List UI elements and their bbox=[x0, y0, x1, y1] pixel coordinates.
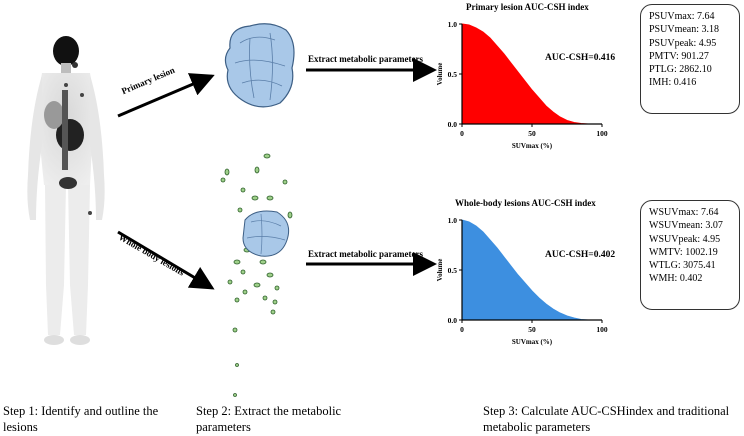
param-psuvmax: PSUVmax: 7.64 bbox=[649, 11, 715, 22]
param-wtlg: WTLG: 3075.41 bbox=[649, 260, 716, 272]
param-psuvpeak: PSUVpeak: 4.95 bbox=[649, 37, 717, 49]
param-psuvmean: PSUVmean: 3.18 bbox=[649, 24, 719, 36]
param-wmh: WMH: 0.402 bbox=[649, 273, 703, 285]
top-x-tick-label: 0 bbox=[460, 129, 464, 138]
primary-lesion-3d-image bbox=[224, 23, 295, 108]
top-chart-title: Primary lesion AUC-CSH index bbox=[466, 2, 589, 12]
param-ptlg: PTLG: 2862.10 bbox=[649, 64, 712, 76]
bottom-y-axis-title: Volume bbox=[436, 259, 444, 282]
bottom-y-tick-label: 0.5 bbox=[448, 266, 458, 275]
top-y-tick-label: 0.0 bbox=[448, 120, 458, 129]
top-x-axis-title: SUVmax (%) bbox=[512, 142, 553, 150]
extract-top-label: Extract metabolic parameters bbox=[308, 54, 423, 64]
top-auc-value: AUC-CSH=0.416 bbox=[545, 53, 616, 63]
bottom-series-area bbox=[461, 219, 589, 321]
param-wsuvmax: WSUVmax: 7.64 bbox=[649, 207, 719, 218]
bottom-auc-value: AUC-CSH=0.402 bbox=[545, 250, 616, 260]
step1-caption: Step 1: Identify and outline the lesions bbox=[3, 404, 159, 434]
top-y-tick-label: 1.0 bbox=[448, 20, 458, 29]
top-y-axis-title: Volume bbox=[436, 63, 444, 86]
top-auc-chart: 0.0 0.5 1.0 0 50 100 SUVmax (%) Volume bbox=[436, 20, 608, 150]
param-wsuvmean: WSUVmean: 3.07 bbox=[649, 220, 723, 232]
whole-body-params-box: WSUVmax: 7.64 WSUVmean: 3.07 WSUVpeak: 4… bbox=[640, 200, 740, 310]
arrow-primary-lesion bbox=[117, 73, 215, 118]
top-x-tick-label: 100 bbox=[596, 129, 608, 138]
top-x-tick-label: 50 bbox=[528, 129, 536, 138]
bottom-x-axis-title: SUVmax (%) bbox=[512, 338, 553, 346]
step2-caption: Step 2: Extract the metabolic parameters bbox=[196, 404, 342, 434]
bottom-chart-title: Whole-body lesions AUC-CSH index bbox=[455, 198, 596, 208]
pet-body-image bbox=[27, 36, 105, 345]
bottom-auc-chart: 0.0 0.5 1.0 0 50 100 SUVmax (%) Volume bbox=[436, 216, 608, 346]
extract-bottom-label: Extract metabolic parameters bbox=[308, 249, 423, 259]
bottom-y-tick-label: 1.0 bbox=[448, 216, 458, 225]
param-wsuvpeak: WSUVpeak: 4.95 bbox=[649, 233, 721, 245]
step3-caption: Step 3: Calculate AUC-CSHindex and tradi… bbox=[483, 404, 730, 434]
bottom-y-tick-label: 0.0 bbox=[448, 316, 458, 325]
param-imh: IMH: 0.416 bbox=[649, 77, 697, 89]
top-series-area bbox=[461, 23, 589, 125]
param-pmtv: PMTV: 901.27 bbox=[649, 50, 709, 62]
primary-params-box: PSUVmax: 7.64 PSUVmean: 3.18 PSUVpeak: 4… bbox=[640, 4, 740, 114]
whole-body-lesions-image bbox=[220, 153, 293, 397]
param-wmtv: WMTV: 1002.19 bbox=[649, 246, 718, 258]
arrow-whole-body-lesions bbox=[117, 230, 215, 290]
top-y-tick-label: 0.5 bbox=[448, 70, 458, 79]
bottom-x-tick-label: 100 bbox=[596, 325, 608, 334]
bottom-x-tick-label: 0 bbox=[460, 325, 464, 334]
bottom-x-tick-label: 50 bbox=[528, 325, 536, 334]
